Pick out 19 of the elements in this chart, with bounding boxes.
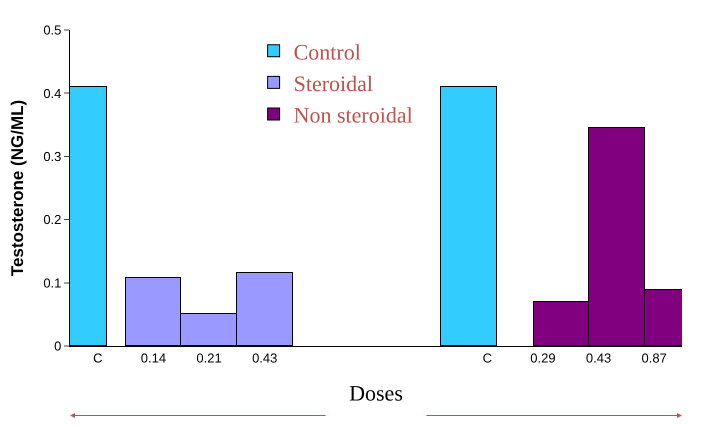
y-tick-label: 0.1 xyxy=(43,275,62,290)
legend-label: Control xyxy=(294,39,361,64)
x-tick-label: 0.21 xyxy=(196,350,222,366)
legend-label: Steroidal xyxy=(294,70,374,96)
x-tick-label: C xyxy=(93,350,103,366)
y-tick-label: 0.4 xyxy=(43,86,62,101)
x-axis-title: Doses xyxy=(349,380,403,406)
x-tick-label: 0.14 xyxy=(140,350,166,366)
legend-label: Non steroidal xyxy=(294,102,413,128)
x-tick-label: 0.29 xyxy=(530,350,556,366)
x-tick-label: 0.43 xyxy=(252,350,278,366)
x-tick-label: C xyxy=(482,350,492,366)
y-tick-label: 0.3 xyxy=(43,148,62,164)
y-tick-label: 0 xyxy=(54,338,62,354)
x-tick-label: 0.43 xyxy=(586,350,612,366)
x-tick-label: 0.87 xyxy=(642,350,667,366)
y-tick-label: 0.2 xyxy=(43,212,62,228)
y-axis-title: Testosterone (NG/ML) xyxy=(8,100,27,276)
y-tick-label: 0.5 xyxy=(43,22,62,38)
